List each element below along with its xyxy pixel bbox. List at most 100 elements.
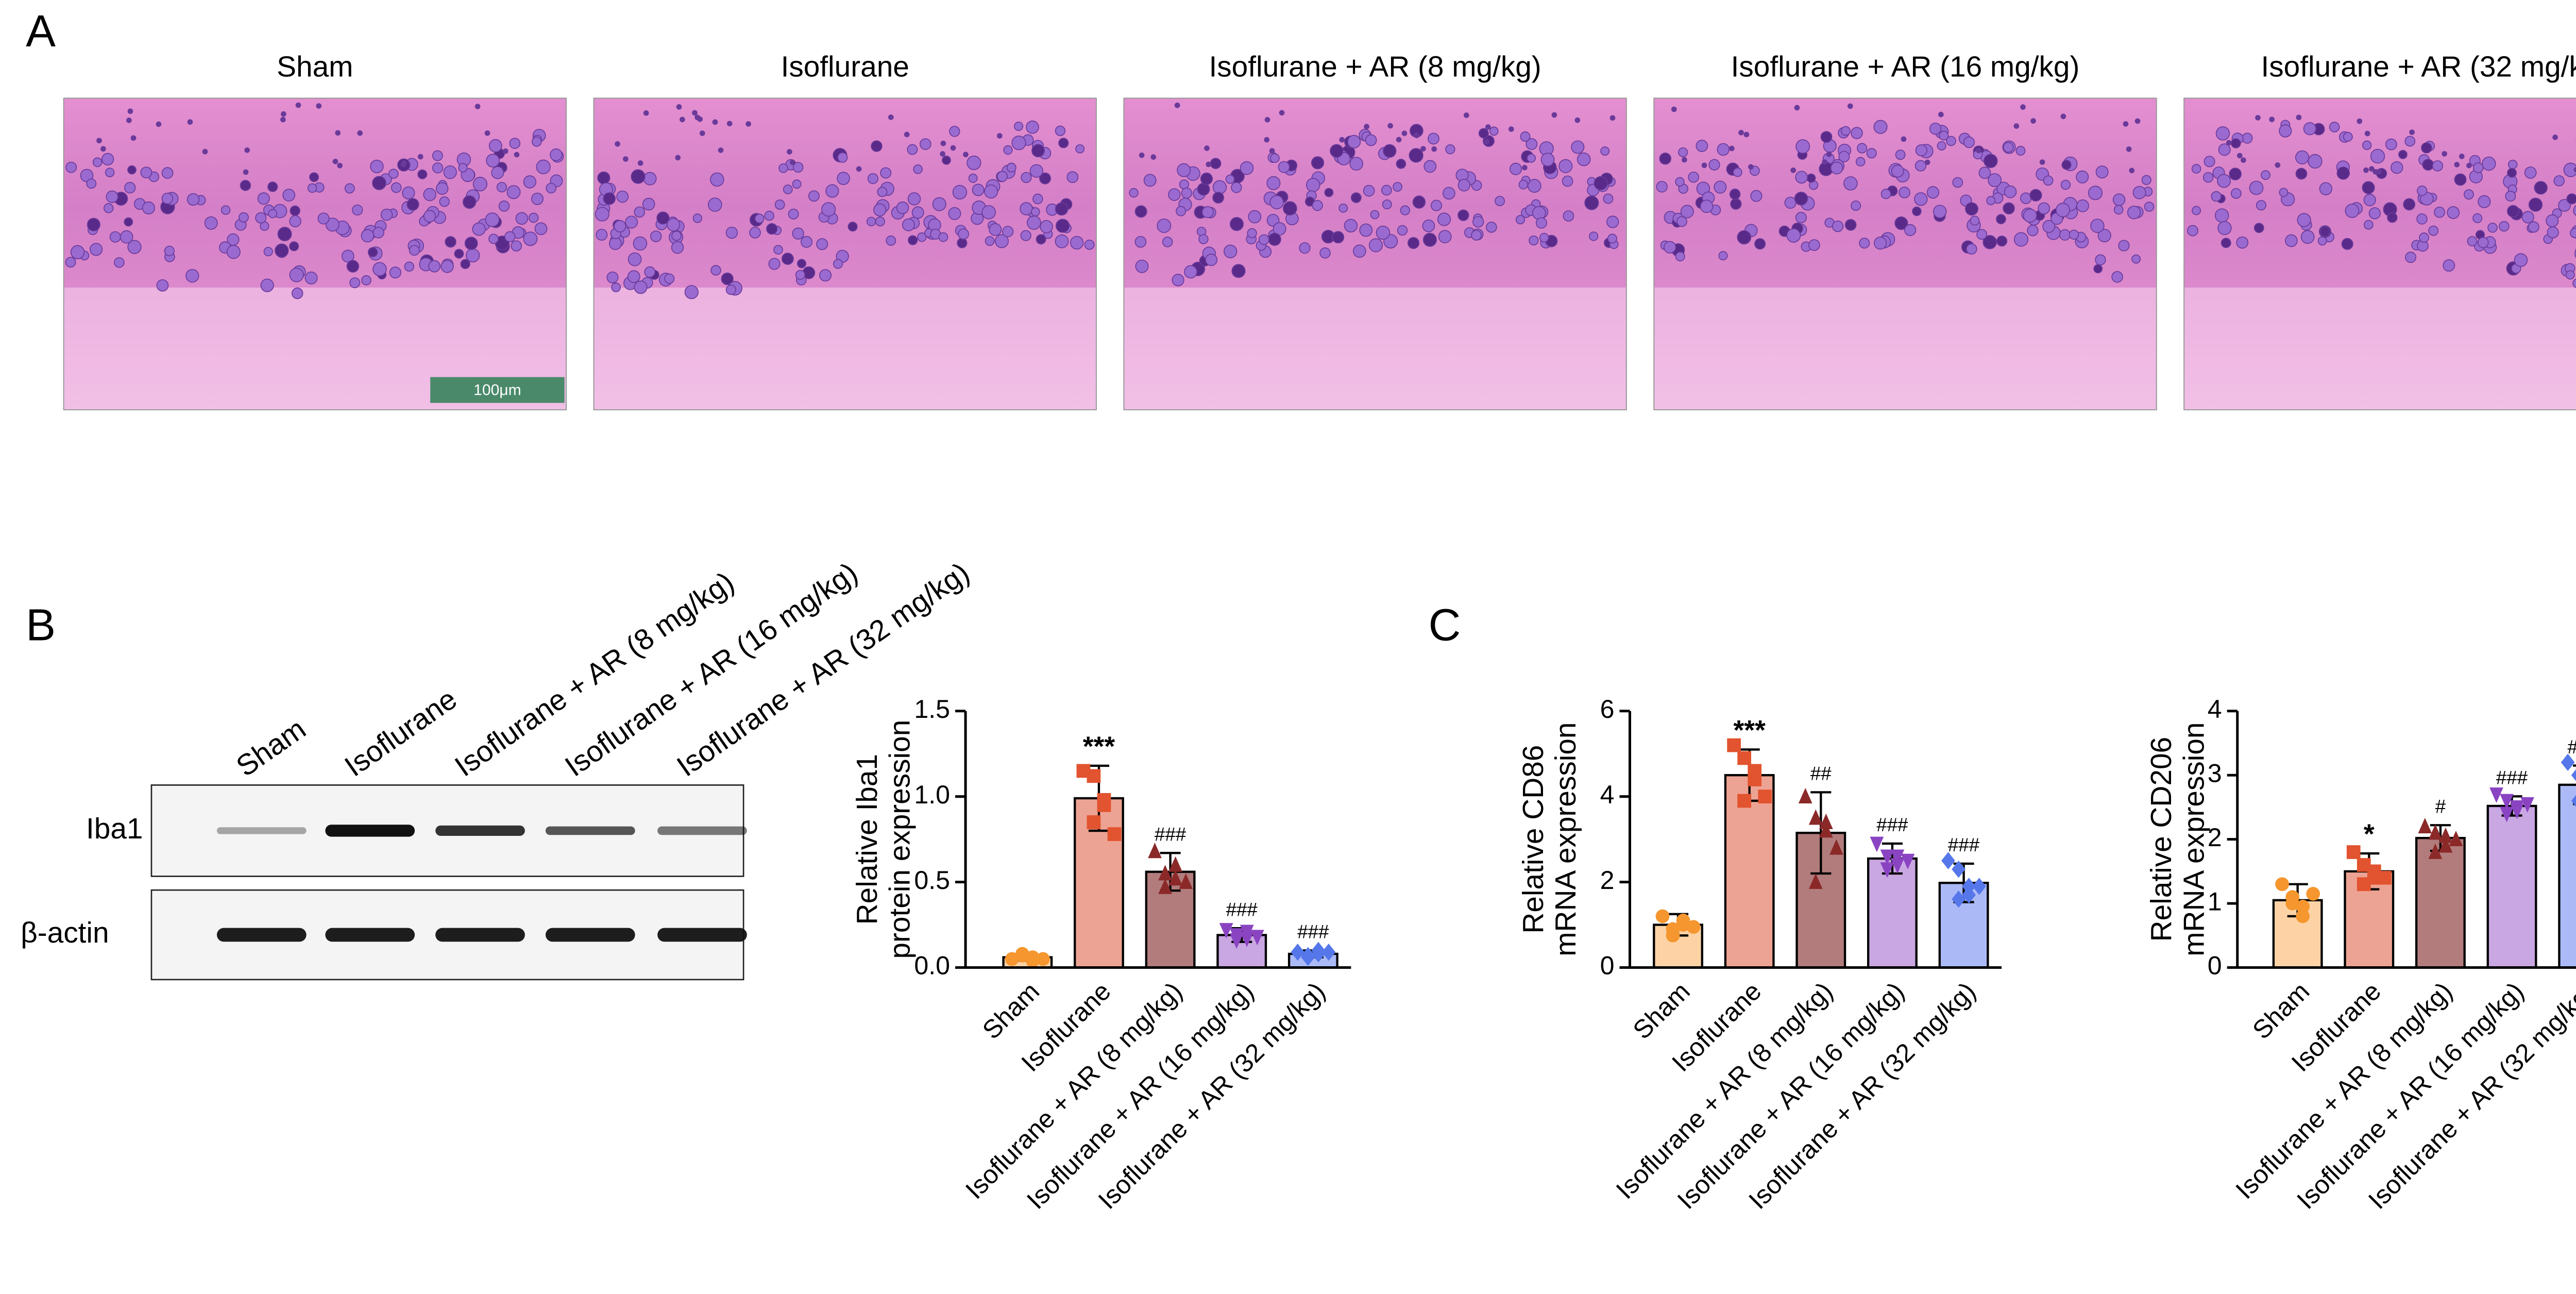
nucleus (289, 241, 299, 251)
data-point (1097, 798, 1111, 812)
nucleus (1894, 216, 1908, 230)
nucleus (2076, 170, 2089, 183)
data-point (1880, 862, 1894, 878)
nucleus (1489, 126, 1499, 136)
nucleus (528, 212, 539, 223)
cell (963, 152, 969, 158)
nucleus (1026, 215, 1041, 230)
nucleus (1786, 228, 1801, 243)
nucleus (523, 175, 536, 189)
cell (1729, 145, 1735, 152)
cell (280, 111, 286, 117)
nucleus (2574, 249, 2576, 258)
cell (1139, 152, 1145, 158)
nucleus (464, 237, 478, 250)
data-point (1240, 925, 1254, 940)
cell (697, 116, 703, 122)
y-axis-label: Relative CD206 (2145, 737, 2178, 942)
nucleus (361, 275, 371, 285)
nucleus (1247, 228, 1257, 239)
cell (699, 130, 705, 136)
image-border (593, 97, 1097, 411)
nucleus (1996, 236, 2008, 247)
cell (295, 102, 301, 108)
cell (1738, 130, 1744, 136)
image-title: Sham (277, 51, 353, 83)
nucleus (87, 217, 100, 231)
nucleus (307, 183, 317, 193)
cell (622, 156, 629, 162)
nucleus (1844, 219, 1857, 231)
nucleus (631, 169, 646, 184)
nucleus (825, 184, 839, 198)
cell (1396, 137, 1402, 143)
cell (1484, 139, 1490, 145)
data-point (1311, 945, 1326, 963)
nucleus (664, 273, 675, 284)
cell (502, 148, 509, 154)
cell (692, 110, 698, 116)
nucleus (788, 208, 799, 220)
cell (2442, 151, 2447, 157)
nucleus (1478, 128, 1489, 139)
cell (2369, 166, 2375, 172)
nucleus (1312, 200, 1323, 211)
nucleus (2095, 254, 2106, 265)
nucleus (749, 227, 761, 239)
nucleus (1718, 251, 1728, 261)
nucleus (380, 208, 393, 221)
y-tick-label: 6 (1600, 695, 1615, 724)
nucleus (1914, 160, 1927, 172)
nucleus (1832, 220, 1844, 232)
nucleus (2023, 208, 2037, 223)
cell (1976, 147, 1981, 154)
nucleus (436, 182, 449, 195)
nucleus (2343, 132, 2353, 142)
nucleus (800, 236, 813, 248)
nucleus (428, 260, 441, 273)
nucleus (164, 245, 175, 257)
nucleus (671, 241, 684, 254)
nucleus (2187, 225, 2198, 237)
nucleus (1338, 203, 1348, 213)
cell (400, 161, 406, 167)
nucleus (1428, 132, 1439, 145)
cell (1847, 103, 1853, 109)
cell (244, 147, 250, 153)
cell (2552, 135, 2558, 140)
nucleus (1873, 120, 1888, 134)
data-point (2571, 769, 2576, 781)
nucleus (1472, 216, 1484, 228)
nucleus (597, 171, 611, 184)
data-point (2510, 800, 2524, 816)
nucleus (2507, 159, 2518, 170)
data-point (1168, 856, 1182, 872)
nucleus (595, 207, 609, 222)
nucleus (372, 176, 386, 190)
nucleus (2421, 142, 2432, 154)
nucleus (2467, 236, 2478, 247)
nucleus (1891, 164, 1904, 178)
nucleus (2570, 228, 2576, 239)
data-point (1808, 873, 1823, 889)
nucleus (643, 172, 657, 186)
blot-band (657, 928, 747, 942)
cell (1901, 136, 1907, 142)
nucleus (1843, 176, 1858, 191)
nucleus (2405, 251, 2417, 263)
data-point (1005, 952, 1019, 966)
nucleus (1458, 209, 1469, 221)
nucleus (388, 169, 399, 179)
image-border (1653, 97, 2157, 411)
nucleus (2038, 202, 2050, 215)
nucleus (1031, 144, 1045, 158)
nucleus (1422, 232, 1437, 247)
nucleus (958, 228, 969, 240)
nucleus (1407, 237, 1420, 249)
data-point (1952, 861, 1965, 878)
scale-bar (430, 377, 565, 403)
nucleus (1282, 201, 1297, 216)
nucleus (634, 206, 646, 218)
nucleus (341, 249, 354, 263)
nucleus (1830, 161, 1843, 175)
